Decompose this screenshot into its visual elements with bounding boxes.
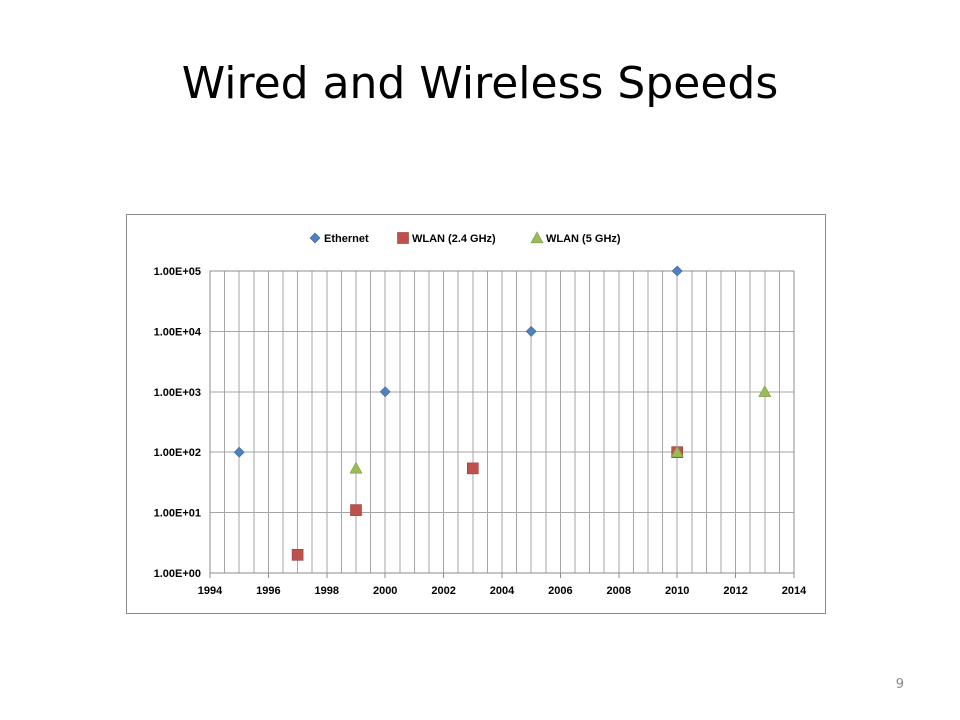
- x-tick-label: 2006: [548, 585, 572, 597]
- x-tick-label: 1998: [315, 585, 339, 597]
- wlan-2-4-ghz-point: [466, 462, 479, 475]
- ethernet-point: [233, 446, 245, 458]
- x-tick-label: 2010: [665, 585, 689, 597]
- x-tick-label: 2014: [782, 585, 807, 597]
- wlan-2-4-ghz-point: [291, 549, 304, 561]
- wlan-2-4-ghz-point: [350, 504, 362, 516]
- chart-container: 1.00E+00 1.00E+01 1.00E+02 1.00E+03 1.00E+04…: [126, 214, 826, 614]
- x-tick-label: 2000: [373, 585, 397, 597]
- legend-marker: [397, 232, 409, 244]
- x-tick-label: 1994: [198, 585, 223, 597]
- y-tick-label: 1.00E+04: [154, 326, 202, 338]
- ethernet-point: [379, 386, 391, 398]
- x-tick-label: 2004: [490, 585, 515, 597]
- scatter-chart: 1.00E+00 1.00E+01 1.00E+02 1.00E+03 1.00E+04…: [154, 231, 807, 597]
- slide-title: Wired and Wireless Speeds: [181, 58, 779, 109]
- y-tick-label: 1.00E+01: [154, 508, 201, 520]
- y-tick-label: 1.00E+02: [154, 447, 201, 459]
- legend-label: WLAN (5 GHz): [546, 233, 621, 245]
- legend-marker: [530, 231, 544, 244]
- x-tick-label: 1996: [256, 585, 280, 597]
- x-tick-label: 2002: [431, 585, 455, 597]
- wlan-5-ghz-point: [670, 445, 684, 458]
- x-tick-label: 2012: [723, 585, 747, 597]
- legend-label: WLAN (2.4 GHz): [412, 233, 496, 245]
- ethernet-point: [671, 265, 683, 277]
- legend-marker: [309, 232, 321, 244]
- y-tick-label: 1.00E+00: [154, 568, 201, 580]
- page-number: 9: [895, 677, 904, 692]
- ethernet-point: [525, 325, 537, 337]
- wlan-5-ghz-point: [758, 385, 772, 397]
- wlan-5-ghz-point: [349, 461, 363, 474]
- y-tick-label: 1.00E+03: [154, 387, 201, 399]
- legend-label: Ethernet: [324, 233, 369, 245]
- y-tick-label: 1.00E+05: [154, 266, 201, 278]
- x-tick-label: 2008: [607, 585, 631, 597]
